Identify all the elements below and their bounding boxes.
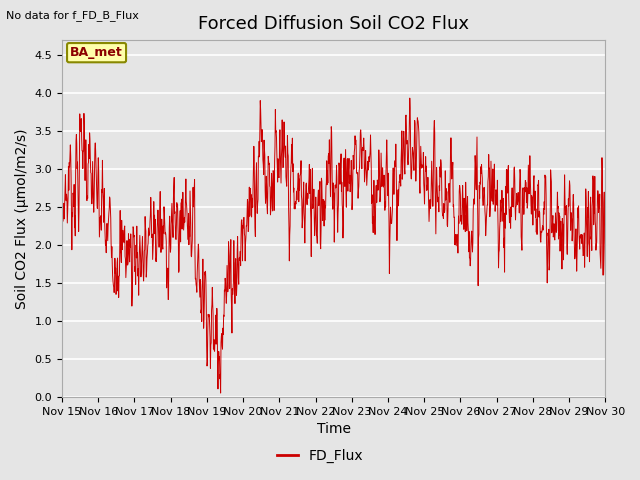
Title: Forced Diffusion Soil CO2 Flux: Forced Diffusion Soil CO2 Flux — [198, 15, 469, 33]
Text: No data for f_FD_B_Flux: No data for f_FD_B_Flux — [6, 10, 140, 21]
Y-axis label: Soil CO2 Flux (μmol/m2/s): Soil CO2 Flux (μmol/m2/s) — [15, 128, 29, 309]
X-axis label: Time: Time — [317, 422, 351, 436]
Legend: FD_Flux: FD_Flux — [271, 443, 369, 468]
Text: BA_met: BA_met — [70, 46, 123, 59]
